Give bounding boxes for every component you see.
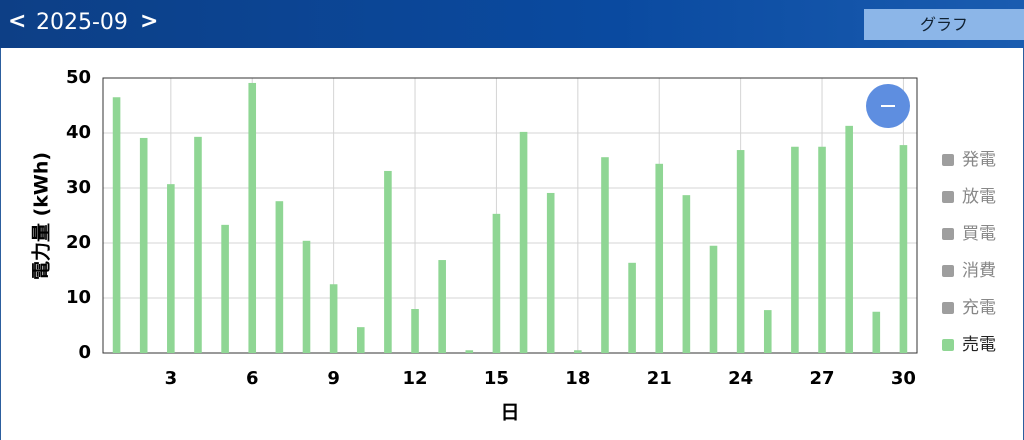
bar [221,224,229,353]
bar [818,146,826,353]
x-tick-label: 30 [891,368,916,389]
bar [682,195,691,353]
x-tick-label: 9 [327,368,340,389]
bar [709,245,718,353]
legend-label[interactable]: 消費 [962,261,996,281]
bar [601,157,609,353]
next-month[interactable]: > [140,9,159,34]
bar [736,150,745,353]
bar [139,137,148,353]
bar [519,131,528,353]
legend-label[interactable]: 放電 [962,187,996,207]
view-button[interactable]: グラフ [864,9,1024,40]
header: < 2025-09 > グラフ [0,0,1024,48]
bar [845,125,853,353]
x-tick-label: 6 [246,368,259,389]
x-tick-label: 27 [810,368,835,389]
bar [411,309,419,353]
bar [438,260,446,353]
plot-frame [102,77,918,354]
y-tick-label: 0 [78,342,91,363]
bar [655,163,664,353]
bar [628,262,636,353]
legend-swatch[interactable] [942,154,954,166]
y-tick-label: 10 [66,287,91,308]
y-tick-label: 40 [66,122,91,143]
legend-swatch[interactable] [942,302,954,314]
prev-month[interactable]: < [8,9,27,34]
bar [248,82,257,353]
x-tick-label: 21 [647,368,672,389]
bar [329,284,338,353]
bar [302,240,311,353]
x-tick-label: 15 [484,368,509,389]
legend-swatch[interactable] [942,339,954,351]
legend-label[interactable]: 買電 [962,224,996,244]
bar [275,201,284,353]
period: 2025-09 [36,10,128,35]
y-tick-label: 20 [66,232,91,253]
legend-swatch[interactable] [942,265,954,277]
bar [465,350,474,353]
y-tick-label: 50 [66,67,91,88]
legend-swatch[interactable] [942,228,954,240]
bar [763,310,772,353]
legend-label[interactable]: 売電 [962,335,996,355]
bar [492,213,501,353]
bar [546,192,555,353]
bar [112,97,121,353]
bar [872,311,881,353]
bar [194,136,202,353]
x-axis-label: 日 [500,402,519,424]
legend-swatch[interactable] [942,191,954,203]
bar [356,327,365,353]
bar [899,145,908,353]
legend-label[interactable]: 発電 [962,150,996,170]
bar [574,350,582,353]
legend-label[interactable]: 充電 [962,298,996,318]
y-axis-label: 電力量 (kWh) [30,152,53,280]
y-tick-label: 30 [66,177,91,198]
x-tick-label: 24 [728,368,753,389]
x-tick-label: 12 [403,368,428,389]
x-tick-label: 18 [565,368,590,389]
x-tick-label: 3 [165,368,178,389]
bar [167,184,175,353]
bar [384,170,392,353]
bar [791,146,799,353]
